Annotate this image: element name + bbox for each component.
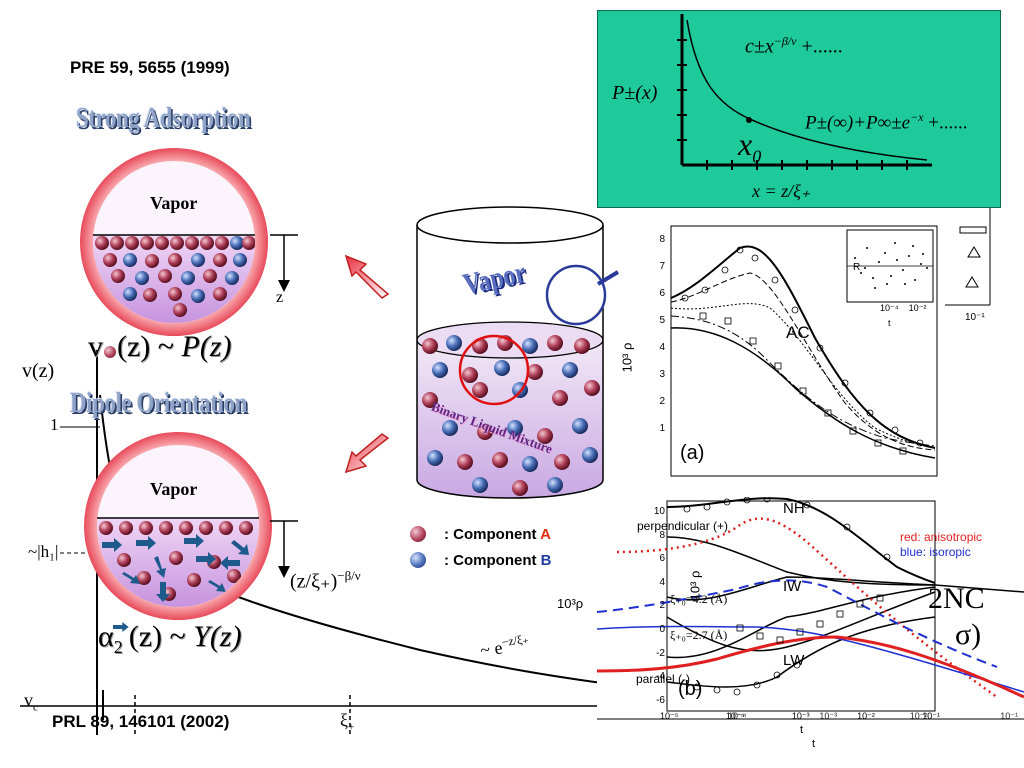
green-box-formula-right: P±(∞)+P∞±e−x +...... — [805, 110, 968, 134]
plot-a — [625, 218, 945, 508]
plot-b-overflow-text-2: σ) — [955, 618, 982, 651]
plot-b-xi-label-2: ξ₊₀=2.7 (Å) — [670, 628, 728, 642]
magnifier-icon — [545, 264, 620, 326]
bg-y-label: v(z) — [22, 360, 55, 382]
dipole-arrow-icon — [112, 622, 129, 632]
reference-bottom: PRL 89, 146101 (2002) — [52, 712, 230, 731]
plot-a-ac-label: AC — [786, 323, 810, 342]
plot-b-y-label-2: 10³ρ — [557, 596, 584, 611]
dipole-orientation-vapor-label: Vapor — [150, 479, 198, 499]
plot-b-y-ticks: 10 8 6 4 2 0 -2 -4 -6 — [653, 506, 665, 706]
plot-b-nh-label: NH — [783, 500, 805, 517]
strong-adsorption-title: Strong Adsorption — [76, 103, 251, 134]
plot-a-panel-tag: (a) — [680, 442, 705, 464]
plot-b-xi-label-1: ξ₊₀=4.2 (Å) — [670, 592, 728, 606]
plot-b-lw-label: LW — [783, 652, 805, 669]
arrow-to-dipole-orientation-icon — [344, 433, 390, 474]
plot-b-perpendicular-label: perpendicular (+) — [637, 519, 729, 533]
upper-right-fragment-tick: 10⁻¹ — [965, 312, 985, 323]
plot-a-inset-x-label: t — [888, 318, 891, 328]
plot-b — [597, 497, 1024, 768]
z-axis-label: z — [276, 289, 284, 306]
component-a-ball-icon — [410, 526, 426, 542]
green-box — [597, 10, 1001, 208]
plot-b-x-ticks-2: 10⁻⁴ 10⁻³ 10⁻² 10⁻¹ — [728, 711, 1018, 721]
strong-adsorption-formula: v (z) ~ P(z) — [88, 330, 232, 363]
strong-adsorption-circle — [80, 148, 268, 336]
plot-b-legend-blue: blue: isoropic — [900, 545, 971, 559]
plot-b-parallel-label: parallel (-) — [636, 672, 691, 686]
plot-b-x-label-2: t — [812, 738, 816, 750]
z-arrow-top — [270, 234, 298, 292]
plot-b-panel-tag: (b) — [678, 678, 703, 700]
z-arrow-bottom — [270, 520, 298, 578]
legend-component-a: : Component A — [410, 526, 551, 543]
dipole-orientation-formula: α2 (z) ~ Y(z) — [98, 620, 242, 657]
dipole-orientation-title: Dipole Orientation — [70, 388, 247, 419]
green-box-x-label: x = z/ξ₊ — [752, 181, 811, 201]
plot-b-x-ticks: 10⁻⁵ 10⁻⁴ 10⁻³ 10⁻² 10⁻¹ — [660, 711, 940, 721]
component-a-dot-icon — [104, 346, 116, 358]
legend-component-b: : Component B — [410, 552, 552, 569]
reference-top: PRE 59, 5655 (1999) — [70, 58, 230, 77]
bg-curve-label: (z/ξ₊)−β/ν — [290, 568, 361, 593]
plot-b-legend-red: red: anisotropic — [900, 530, 983, 544]
arrow-to-strong-adsorption-icon — [344, 254, 390, 299]
plot-b-overflow-text: 2NC — [928, 582, 985, 615]
plot-a-inset-x-ticks: 10⁻⁴ 10⁻² — [880, 303, 927, 313]
plot-b-x-label: t — [800, 724, 804, 736]
strong-adsorption-vapor-label: Vapor — [150, 193, 198, 213]
bg-tick-vc-label: vc — [24, 690, 38, 714]
green-box-point-label: x0 — [738, 126, 762, 167]
bg-tick-h1-label: ~|h₁| — [28, 542, 59, 561]
beaker — [416, 206, 604, 499]
plot-b-iw-label: IW — [783, 578, 802, 595]
green-box-y-label: P±(x) — [612, 82, 658, 104]
dipole-orientation-circle — [84, 432, 272, 620]
bg-tick-1-label: 1 — [50, 415, 59, 434]
plot-a-inset-y-label: R — [853, 262, 861, 273]
green-box-plot — [677, 14, 932, 170]
component-b-ball-icon — [410, 552, 426, 568]
plot-a-y-label: 10³ ρ — [619, 342, 635, 373]
bg-xi-tick: ξ+ — [340, 710, 355, 734]
green-box-formula-top: c±x−β/ν +...... — [745, 34, 843, 58]
